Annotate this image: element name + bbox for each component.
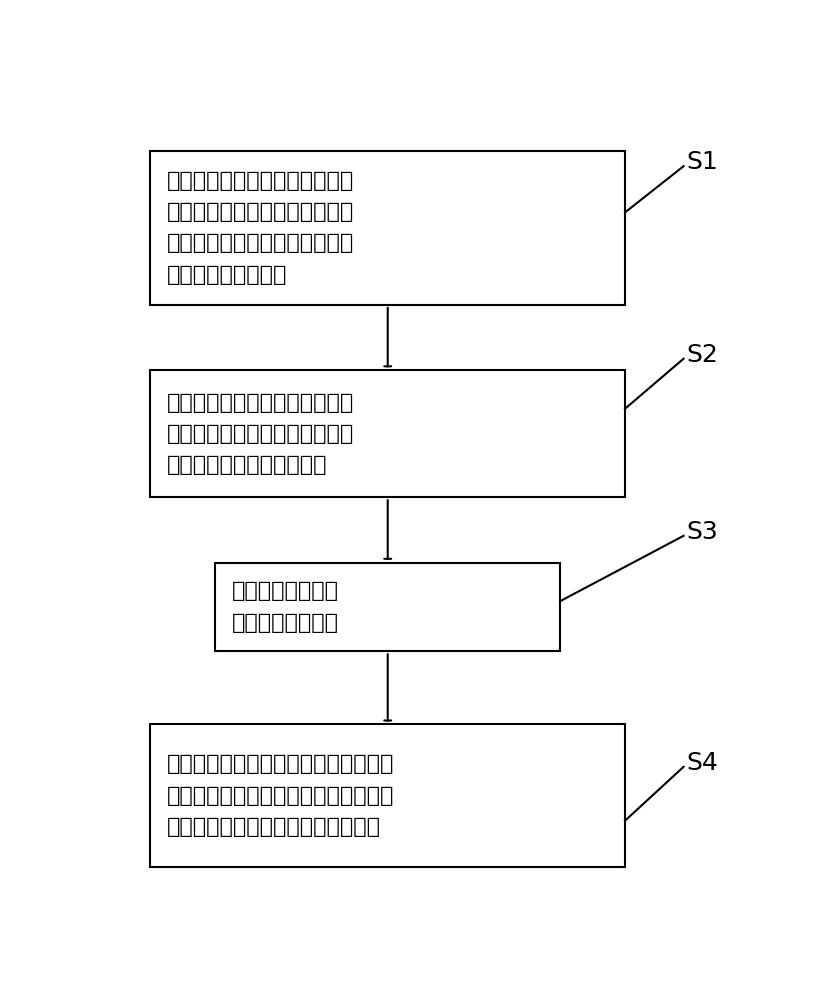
Bar: [150, 151, 625, 305]
Text: 解调回波信号，判断回波信号中是否包
含校验信息，若是，则回波信号为正常
信号，若否，则回波信号为异常信号: 解调回波信号，判断回波信号中是否包 含校验信息，若是，则回波信号为正常 信号，若…: [167, 754, 394, 837]
Text: S3: S3: [687, 520, 718, 544]
Text: 每间隔预设的第一时长随机生成
校验信息，所述校验信息用于控
制激光信号部分时段的通断，组
成校验的二进制码元: 每间隔预设的第一时长随机生成 校验信息，所述校验信息用于控 制激光信号部分时段的…: [167, 171, 354, 285]
Text: S1: S1: [687, 150, 718, 174]
Bar: [150, 370, 625, 497]
Text: 在一定的时间窗口
期内接收回波信号: 在一定的时间窗口 期内接收回波信号: [232, 581, 339, 633]
Bar: [150, 724, 625, 867]
Text: S4: S4: [687, 751, 719, 775]
Text: S2: S2: [687, 343, 719, 367]
Bar: [216, 563, 560, 651]
Text: 发射激光信号，所述激光信号包
括校验脉冲和测距脉冲，校验脉
冲受所述校验信息控制通断: 发射激光信号，所述激光信号包 括校验脉冲和测距脉冲，校验脉 冲受所述校验信息控制…: [167, 393, 354, 475]
